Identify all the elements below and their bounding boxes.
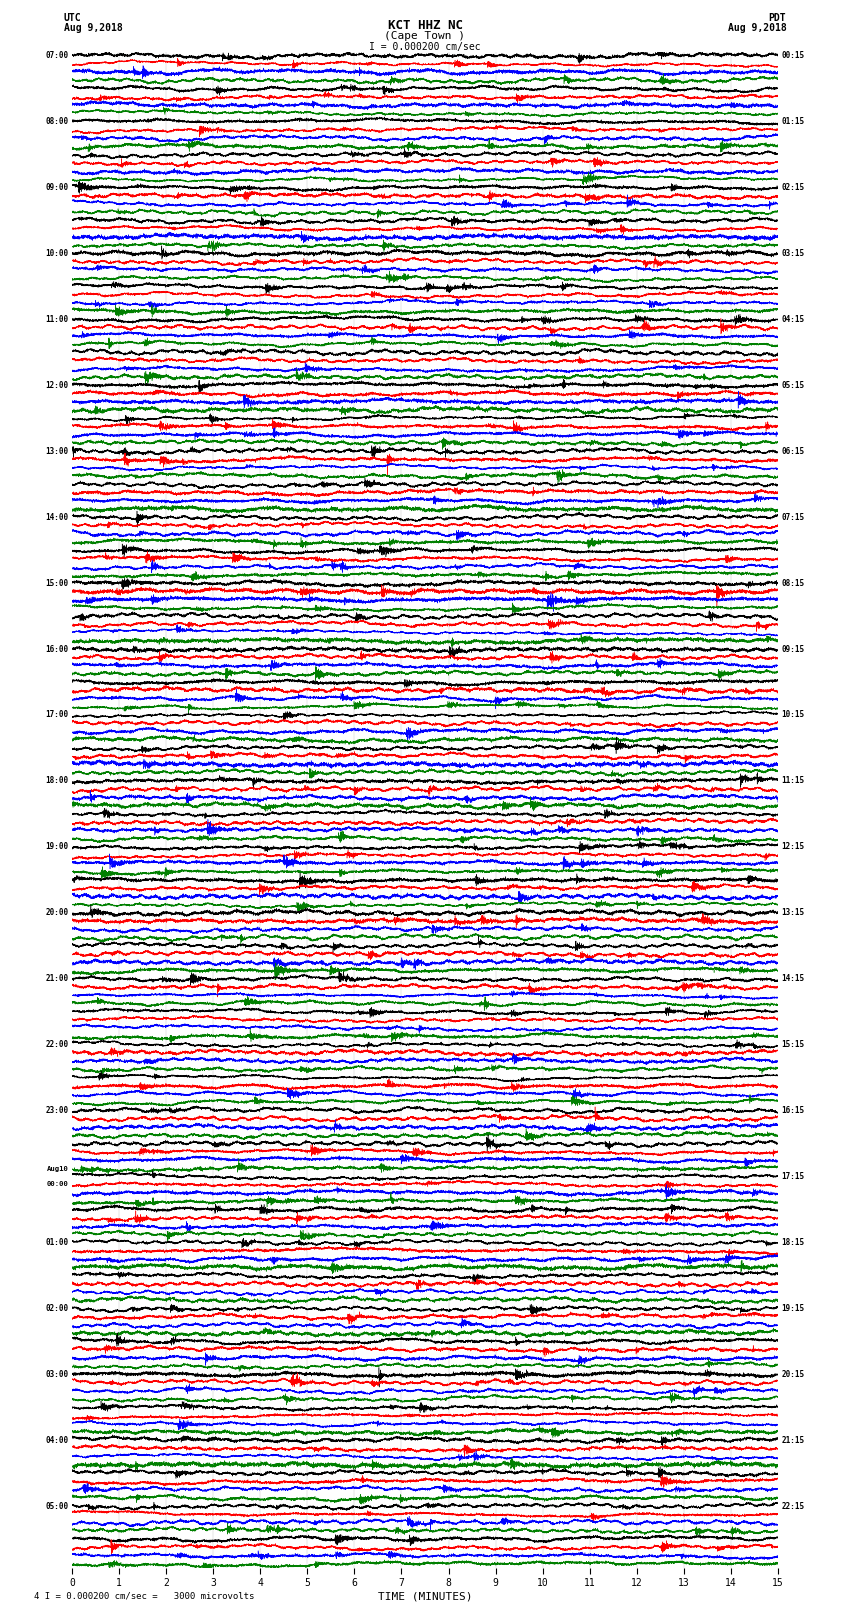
Text: 4 I = 0.000200 cm/sec =   3000 microvolts: 4 I = 0.000200 cm/sec = 3000 microvolts bbox=[34, 1590, 254, 1600]
Text: KCT HHZ NC: KCT HHZ NC bbox=[388, 19, 462, 32]
X-axis label: TIME (MINUTES): TIME (MINUTES) bbox=[377, 1590, 473, 1602]
Text: 23:00: 23:00 bbox=[46, 1107, 69, 1115]
Text: 12:00: 12:00 bbox=[46, 381, 69, 390]
Text: 07:15: 07:15 bbox=[781, 513, 804, 521]
Text: 05:15: 05:15 bbox=[781, 381, 804, 390]
Text: 22:00: 22:00 bbox=[46, 1040, 69, 1048]
Text: 19:15: 19:15 bbox=[781, 1303, 804, 1313]
Text: 07:00: 07:00 bbox=[46, 52, 69, 60]
Text: PDT: PDT bbox=[768, 13, 786, 23]
Text: 15:00: 15:00 bbox=[46, 579, 69, 587]
Text: Aug 9,2018: Aug 9,2018 bbox=[728, 23, 786, 32]
Text: 16:15: 16:15 bbox=[781, 1107, 804, 1115]
Text: 05:00: 05:00 bbox=[46, 1502, 69, 1510]
Text: 04:15: 04:15 bbox=[781, 315, 804, 324]
Text: 11:15: 11:15 bbox=[781, 776, 804, 786]
Text: 11:00: 11:00 bbox=[46, 315, 69, 324]
Text: I = 0.000200 cm/sec: I = 0.000200 cm/sec bbox=[369, 42, 481, 52]
Text: 22:15: 22:15 bbox=[781, 1502, 804, 1510]
Text: 16:00: 16:00 bbox=[46, 645, 69, 653]
Text: 03:00: 03:00 bbox=[46, 1369, 69, 1379]
Text: 04:00: 04:00 bbox=[46, 1436, 69, 1445]
Text: 17:00: 17:00 bbox=[46, 710, 69, 719]
Text: 02:15: 02:15 bbox=[781, 184, 804, 192]
Text: 09:00: 09:00 bbox=[46, 184, 69, 192]
Text: 13:00: 13:00 bbox=[46, 447, 69, 456]
Text: 09:15: 09:15 bbox=[781, 645, 804, 653]
Text: (Cape Town ): (Cape Town ) bbox=[384, 31, 466, 40]
Text: 08:00: 08:00 bbox=[46, 118, 69, 126]
Text: 08:15: 08:15 bbox=[781, 579, 804, 587]
Text: 18:00: 18:00 bbox=[46, 776, 69, 786]
Text: 21:00: 21:00 bbox=[46, 974, 69, 984]
Text: 15:15: 15:15 bbox=[781, 1040, 804, 1048]
Text: 12:15: 12:15 bbox=[781, 842, 804, 852]
Text: 20:15: 20:15 bbox=[781, 1369, 804, 1379]
Text: 03:15: 03:15 bbox=[781, 248, 804, 258]
Text: 01:00: 01:00 bbox=[46, 1237, 69, 1247]
Text: 14:00: 14:00 bbox=[46, 513, 69, 521]
Text: 00:15: 00:15 bbox=[781, 52, 804, 60]
Text: Aug10: Aug10 bbox=[47, 1166, 69, 1173]
Text: 21:15: 21:15 bbox=[781, 1436, 804, 1445]
Text: 17:15: 17:15 bbox=[781, 1173, 804, 1181]
Text: 00:00: 00:00 bbox=[47, 1181, 69, 1187]
Text: 20:00: 20:00 bbox=[46, 908, 69, 918]
Text: Aug 9,2018: Aug 9,2018 bbox=[64, 23, 122, 32]
Text: UTC: UTC bbox=[64, 13, 82, 23]
Text: 02:00: 02:00 bbox=[46, 1303, 69, 1313]
Text: 18:15: 18:15 bbox=[781, 1237, 804, 1247]
Text: 14:15: 14:15 bbox=[781, 974, 804, 984]
Text: 19:00: 19:00 bbox=[46, 842, 69, 852]
Text: 10:15: 10:15 bbox=[781, 710, 804, 719]
Text: 06:15: 06:15 bbox=[781, 447, 804, 456]
Text: 10:00: 10:00 bbox=[46, 248, 69, 258]
Text: 13:15: 13:15 bbox=[781, 908, 804, 918]
Text: 01:15: 01:15 bbox=[781, 118, 804, 126]
